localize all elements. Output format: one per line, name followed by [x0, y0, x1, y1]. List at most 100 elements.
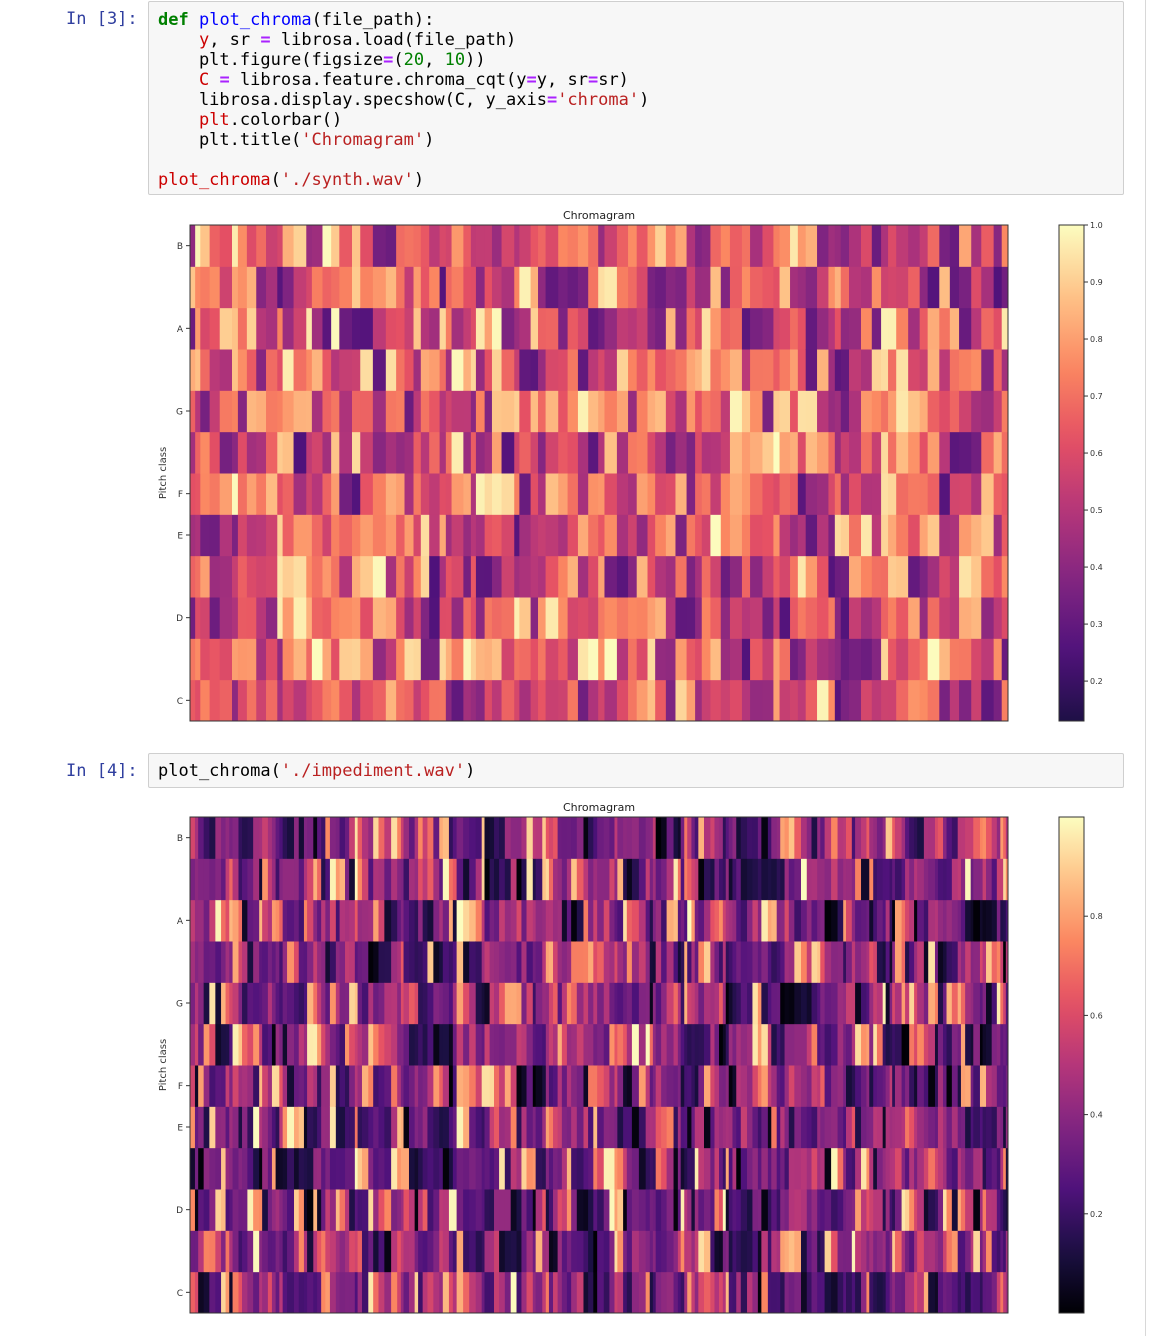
heatmap-cell	[927, 431, 940, 474]
heatmap-cell	[666, 941, 675, 983]
heatmap-cell	[720, 349, 731, 391]
heatmap-cell	[420, 555, 430, 598]
heatmap-cell	[200, 638, 211, 681]
heatmap-cell	[701, 679, 711, 722]
heatmap-cell	[914, 899, 918, 942]
heatmap-cell	[519, 349, 532, 391]
heatmap-cell	[647, 390, 656, 433]
heatmap-cell	[917, 1271, 925, 1314]
heatmap-cell	[403, 899, 410, 942]
heatmap-cell	[885, 1271, 891, 1314]
heatmap-cell	[704, 1065, 711, 1107]
heatmap-cell	[1003, 899, 1007, 942]
heatmap-cell	[889, 1065, 893, 1107]
heatmap-cell	[973, 858, 981, 901]
heatmap-cell	[949, 514, 960, 557]
heatmap-cell	[617, 982, 624, 1025]
heatmap-cell	[710, 390, 722, 433]
heatmap-cell	[779, 266, 791, 309]
heatmap-cell	[553, 1023, 559, 1066]
heatmap-cell	[510, 858, 518, 901]
heatmap-cell	[701, 225, 711, 267]
heatmap-cell	[971, 473, 982, 515]
heatmap-cell	[232, 899, 239, 942]
heatmap-cell	[698, 899, 705, 942]
heatmap-cell	[198, 899, 205, 942]
heatmap-cell	[198, 1023, 205, 1066]
heatmap-cell	[519, 638, 532, 681]
heatmap-cell	[232, 858, 239, 901]
heatmap-cell	[448, 1189, 454, 1231]
heatmap-cell	[729, 597, 743, 639]
heatmap-cell	[849, 390, 862, 433]
heatmap-cell	[221, 1147, 227, 1190]
heatmap-cell	[593, 1189, 598, 1231]
heatmap-cell	[303, 1189, 308, 1231]
heatmap-cell	[698, 1065, 705, 1107]
code-text[interactable]: def plot_chroma(file_path): y, sr = libr…	[158, 10, 650, 190]
heatmap-cell	[267, 899, 273, 942]
heatmap-cell	[728, 1189, 733, 1231]
heatmap-cell	[262, 1147, 269, 1190]
heatmap-cell	[767, 982, 772, 1025]
heatmap-cell	[463, 638, 472, 681]
heatmap-cell	[313, 817, 318, 859]
heatmap-cell	[698, 982, 705, 1025]
heatmap-cell	[991, 899, 998, 942]
heatmap-cell	[805, 679, 818, 722]
heatmap-cell	[246, 679, 257, 722]
heatmap-cell	[558, 514, 569, 557]
heatmap-cell	[408, 1065, 416, 1107]
heatmap-cell	[195, 431, 201, 474]
heatmap-cell	[397, 817, 402, 859]
heatmap-cell	[349, 1023, 356, 1066]
heatmap-cell	[951, 982, 959, 1025]
heatmap-cell	[277, 225, 284, 267]
heatmap-cell	[655, 1147, 662, 1190]
code-cell-input[interactable]: def plot_chroma(file_path): y, sr = libr…	[148, 1, 1124, 195]
heatmap-cell	[824, 1147, 832, 1190]
heatmap-cell	[413, 638, 422, 681]
code-text[interactable]: plot_chroma('./impediment.wav')	[158, 761, 476, 781]
heatmap-cell	[331, 349, 340, 391]
heatmap-cell	[1000, 941, 1004, 983]
heatmap-cell	[445, 266, 453, 309]
heatmap-cell	[397, 1106, 402, 1149]
heatmap-cell	[499, 982, 506, 1025]
heatmap-cell	[797, 431, 807, 474]
heatmap-cell	[846, 1147, 853, 1190]
heatmap-cells	[190, 817, 1009, 1314]
heatmap-cell	[843, 1106, 847, 1149]
heatmap-cell	[397, 1065, 402, 1107]
heatmap-cell	[413, 431, 422, 474]
heatmap-cell	[677, 1147, 682, 1190]
heatmap-cell	[776, 1023, 781, 1066]
heatmap-cell	[266, 473, 278, 515]
heatmap-cell	[535, 1189, 543, 1231]
heatmap-cell	[752, 1023, 759, 1066]
heatmap-cell	[655, 307, 667, 350]
colorbar-tick-label: 0.8	[1090, 335, 1103, 344]
heatmap-cell	[885, 899, 891, 942]
heatmap-cell	[499, 1230, 506, 1273]
heatmap-cell	[736, 899, 742, 942]
heatmap-cell	[439, 1023, 444, 1066]
heatmap-cell	[919, 266, 929, 309]
heatmap-cell	[262, 1230, 269, 1273]
heatmap-cell	[553, 941, 559, 983]
heatmap-cell	[420, 514, 430, 557]
heatmap-cell	[583, 817, 589, 859]
heatmap-cell	[577, 514, 589, 557]
heatmap-cell	[949, 390, 960, 433]
heatmap-cell	[661, 1147, 668, 1190]
colorbar-tick-label: 0.2	[1090, 677, 1103, 686]
heatmap-cell	[780, 1147, 786, 1190]
heatmap-cell	[794, 817, 802, 859]
heatmap-cell	[914, 941, 918, 983]
heatmap-cells	[190, 225, 1009, 722]
heatmap-cell	[360, 225, 374, 267]
heatmap-cell	[846, 982, 853, 1025]
code-cell-input[interactable]: plot_chroma('./impediment.wav')	[148, 753, 1124, 788]
heatmap-cell	[649, 1147, 654, 1190]
heatmap-cell	[232, 349, 239, 391]
